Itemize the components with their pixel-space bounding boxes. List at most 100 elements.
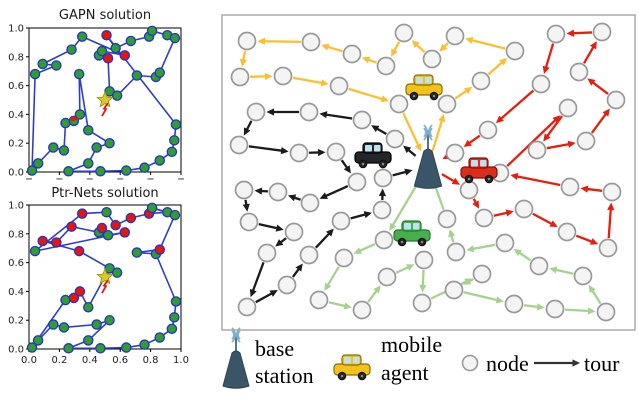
city-node-red	[51, 237, 62, 248]
sensor-node	[342, 44, 362, 64]
red-tour-arrow	[607, 208, 612, 239]
yellow-tour-arrow	[263, 40, 302, 43]
axis-tick-label: 1.0	[8, 201, 24, 212]
black-tour-arrow	[255, 291, 274, 304]
city-node-green	[169, 135, 180, 146]
city-node-green	[63, 166, 74, 177]
city-node-green	[96, 45, 108, 57]
city-node-red	[154, 244, 165, 255]
red-tour-arrow-head	[587, 78, 596, 86]
base-station-icon-wave-right	[428, 124, 433, 141]
city-node-green	[83, 335, 94, 346]
sensor-node	[230, 67, 250, 87]
sensor-node	[347, 172, 367, 192]
axis-tick-label: 0.6	[112, 355, 128, 366]
green-tour-arrow	[391, 179, 421, 227]
red-tour-arrow	[591, 81, 609, 95]
city-node-green	[95, 166, 106, 177]
city-node-red	[74, 286, 86, 297]
green-tour-arrow-head	[353, 247, 362, 254]
green-tour-arrow	[367, 289, 378, 303]
yellow-tour-arrow-head	[391, 48, 398, 57]
city-node-green	[58, 145, 70, 156]
city-node-green	[32, 158, 44, 169]
clipped-tick-dash	[117, 178, 124, 180]
city-node-green	[154, 155, 165, 166]
black-tour-arrow	[248, 145, 283, 152]
sensor-node	[445, 143, 465, 163]
green-tour-arrow	[326, 266, 340, 287]
black-tour-arrow-head	[378, 188, 387, 197]
sensor-node	[606, 90, 626, 110]
axis-tick-label: 0.6	[8, 258, 24, 269]
city-node-green	[169, 312, 180, 323]
sensor-node	[352, 110, 372, 130]
city-node-green	[166, 323, 178, 335]
city-node-red	[68, 292, 80, 304]
city-node-green	[63, 343, 74, 354]
red-tour-arrow-head	[549, 220, 558, 228]
red-tour-arrow-head	[505, 209, 514, 217]
yellow-taxi-car-window	[416, 77, 423, 84]
green-tour-arrow	[395, 265, 410, 274]
sensor-node	[331, 211, 351, 231]
green-tour-arrow-head	[343, 302, 352, 310]
green-tour-arrow	[523, 304, 539, 309]
city-node-red	[37, 235, 48, 247]
legend-mobile-agent-label-line2: agent	[381, 360, 429, 385]
red-tour-arrow-head	[589, 238, 599, 245]
city-node-green	[169, 209, 181, 221]
base-station-icon-wave-left	[423, 127, 427, 138]
axis-tick-label: 1.0	[8, 24, 24, 35]
black-tour-arrow-head	[404, 168, 413, 176]
gapn-plot-title: GAPN solution	[59, 8, 151, 23]
city-node-green	[111, 267, 123, 278]
clipped-tick-dash	[147, 178, 154, 180]
red-tour-arrow-head	[472, 200, 480, 209]
legend-base-station-icon-wave-right	[237, 330, 241, 340]
yellow-tour-arrow-head	[380, 95, 389, 103]
sensor-node	[299, 102, 319, 122]
red-tour-arrow-head	[463, 139, 472, 147]
red-car-window	[480, 160, 487, 167]
legend-mobile-agent-car-window	[344, 357, 351, 364]
black-tour-arrow-head	[249, 288, 257, 298]
red-tour-arrow	[515, 175, 561, 187]
green-tour-arrow-head	[448, 229, 456, 238]
city-node-green	[95, 343, 106, 354]
sensor-node	[505, 41, 525, 61]
city-node-red	[110, 219, 121, 231]
yellow-taxi-car-wheel-hub	[432, 94, 436, 98]
city-node-green	[26, 342, 38, 353]
city-node-red	[76, 208, 88, 219]
city-node-green	[121, 165, 132, 176]
sensor-node	[246, 102, 266, 122]
yellow-tour-arrow-head	[264, 72, 273, 81]
city-node-green	[154, 332, 165, 343]
red-tour-arrow-head	[580, 185, 589, 193]
sensor-node	[300, 193, 320, 213]
yellow-tour-arrow-head	[239, 58, 247, 67]
black-car-window	[374, 145, 381, 152]
green-tour-arrow-head	[419, 284, 427, 293]
yellow-tour-arrow-head	[465, 36, 474, 44]
black-tour-arrow-head	[242, 203, 250, 212]
city-node-red	[119, 50, 131, 61]
ptrnets-plot-title: Ptr-Nets solution	[51, 186, 158, 201]
sensor-node	[472, 264, 492, 284]
sensor-node	[446, 242, 466, 262]
black-tour-arrow	[407, 148, 417, 157]
yellow-tour-arrow-head	[320, 79, 329, 87]
base-station-icon	[413, 148, 443, 189]
city-node-green	[32, 335, 44, 346]
sensor-node	[459, 180, 479, 200]
green-tour-arrow-head	[373, 285, 381, 294]
red-tour-arrow	[582, 45, 595, 64]
yellow-tour-arrow	[431, 119, 444, 152]
yellow-tour-arrow-head	[438, 114, 446, 123]
sensor-node	[596, 302, 616, 322]
depot-star-icon	[96, 90, 114, 108]
green-car-wheel-hub	[400, 240, 404, 244]
red-tour-arrow-head	[451, 177, 460, 185]
